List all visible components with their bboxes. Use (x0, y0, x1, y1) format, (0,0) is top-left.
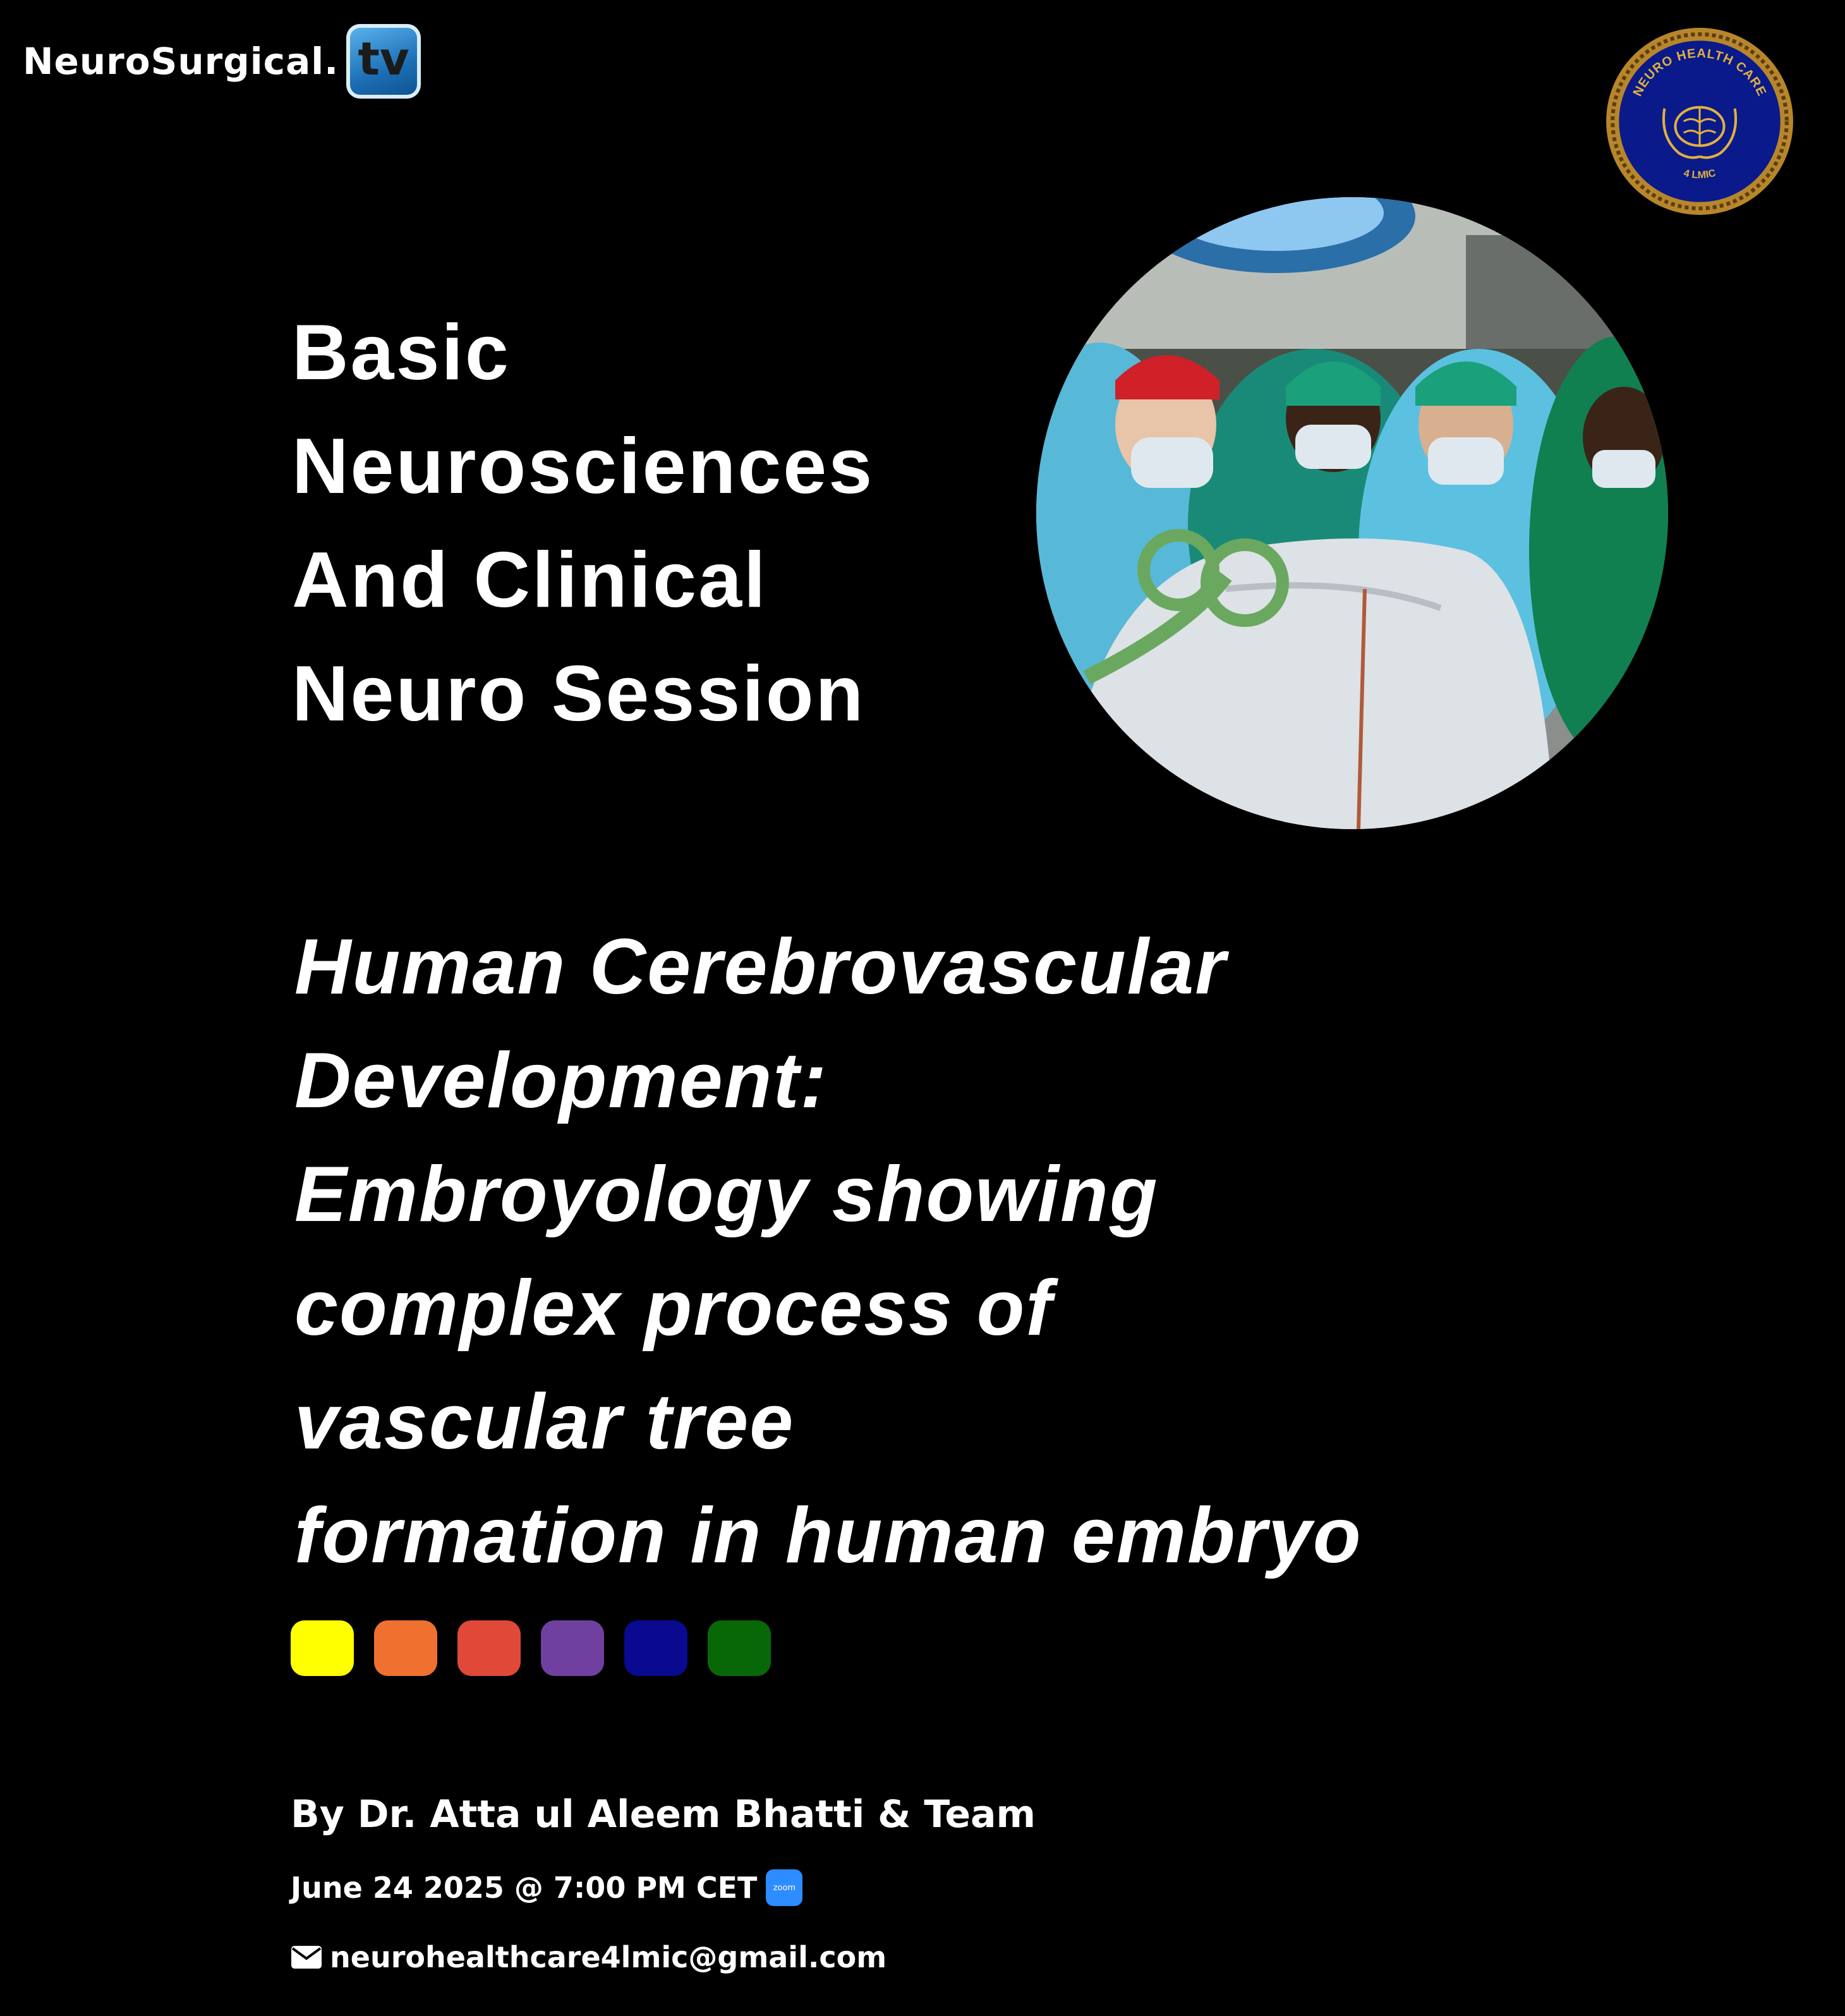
color-swatch (457, 1620, 521, 1676)
topic-line: formation in human embryo (294, 1492, 1362, 1579)
color-swatches (291, 1620, 771, 1676)
author-line: By Dr. Atta ul Aleem Bhatti & Team (291, 1792, 1036, 1837)
envelope-icon (291, 1946, 322, 1969)
seal-bottom-text: 4 LMIC (1683, 167, 1717, 181)
neurosurgical-tv-logo: NeuroSurgical. tv (23, 24, 421, 99)
brain-icon (1674, 106, 1726, 147)
color-swatch (624, 1620, 687, 1676)
color-swatch (374, 1620, 437, 1676)
zoom-icon-label: zoom (773, 1883, 796, 1893)
title-line: And Clinical (292, 537, 768, 624)
session-title: Basic Neurosciences And Clinical Neuro S… (292, 296, 874, 751)
zoom-icon: zoom (766, 1869, 803, 1906)
title-line: Basic (292, 309, 511, 396)
color-swatch (541, 1620, 604, 1676)
brand-text: NeuroSurgical. (23, 40, 339, 83)
topic-line: vascular tree (294, 1378, 795, 1466)
seal-rope (1611, 32, 1789, 210)
topic-line: Development: (294, 1037, 828, 1124)
hands-icon (1662, 108, 1738, 159)
session-topic: Human Cerebrovascular Development: Embro… (294, 910, 1362, 1593)
contact-email-link[interactable]: neurohealthcare4lmic@gmail.com (330, 1940, 887, 1974)
color-swatch (291, 1620, 354, 1676)
session-date: June 24 2025 @ 7:00 PM CET (291, 1871, 758, 1905)
surgeons-operating-photo (1036, 197, 1668, 829)
topic-line: complex process of (294, 1265, 1053, 1352)
date-row: June 24 2025 @ 7:00 PM CET zoom (291, 1869, 803, 1906)
title-line: Neuro Session (292, 650, 866, 738)
title-line: Neurosciences (292, 423, 874, 510)
neuro-health-care-seal: NEURO HEALTH CARE 4 LMIC (1606, 28, 1793, 215)
topic-line: Embroyology showing (294, 1151, 1159, 1238)
color-swatch (708, 1620, 771, 1676)
email-row: neurohealthcare4lmic@gmail.com (291, 1940, 886, 1974)
topic-line: Human Cerebrovascular (294, 923, 1227, 1011)
tv-badge-icon: tv (346, 24, 421, 99)
tv-badge-text: tv (358, 32, 409, 85)
